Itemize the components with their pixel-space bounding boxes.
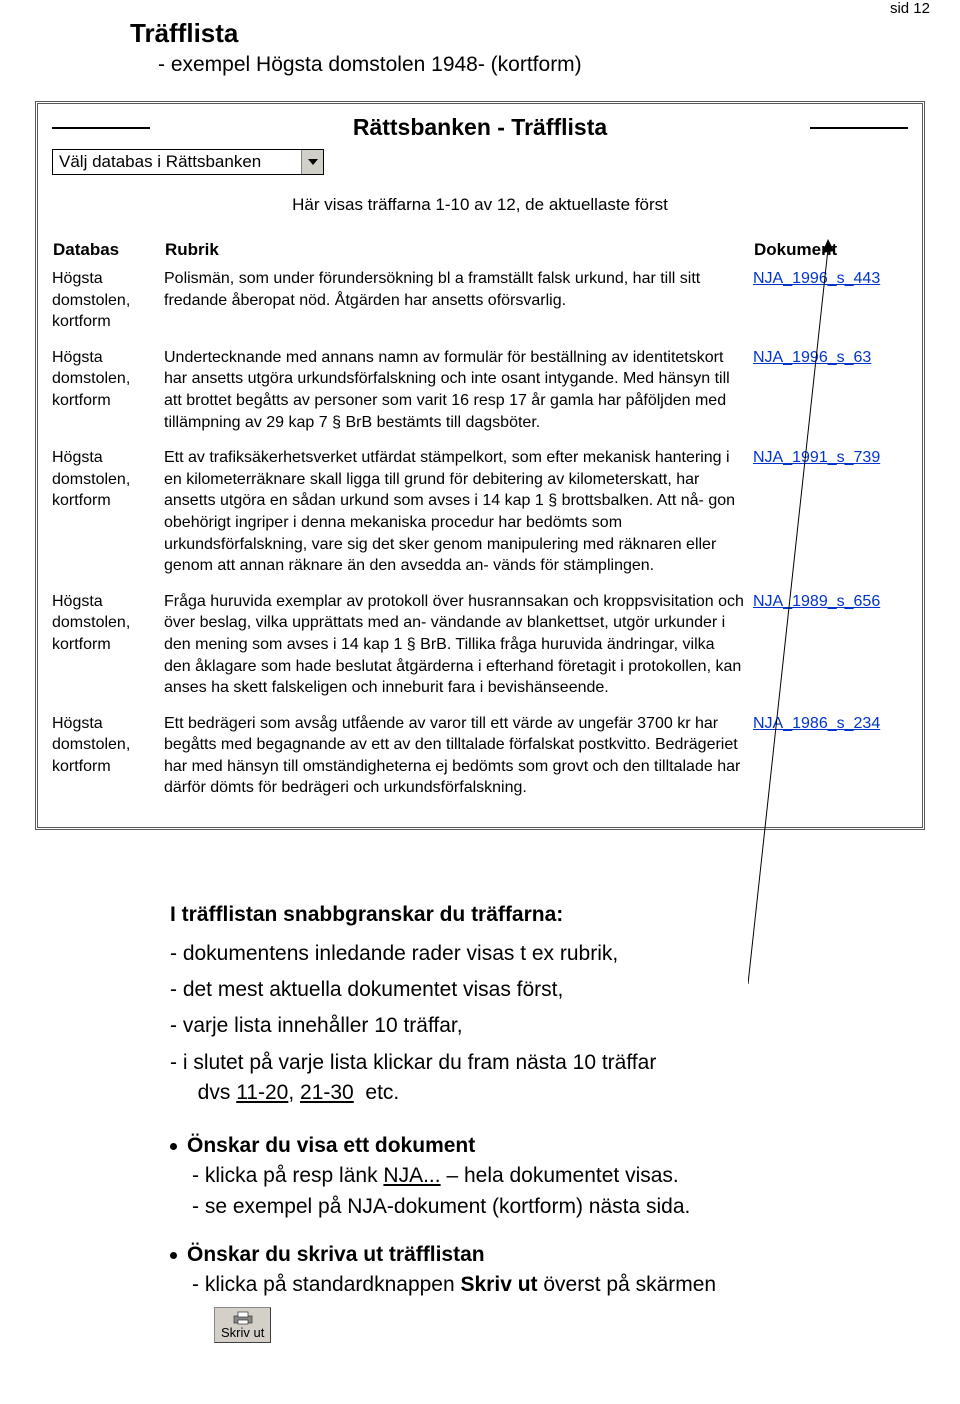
cell-rubrik: Ett bedrägeri som avsåg utfående av varo… [164, 709, 753, 809]
bullet-head-view-doc: Önskar du visa ett dokument [187, 1134, 475, 1157]
cell-rubrik: Fråga huruvida exemplar av protokoll öve… [164, 587, 753, 709]
document-link[interactable]: NJA_1986_s_234 [753, 715, 880, 732]
dash-item: det mest aktuella dokumentet visas först… [170, 975, 860, 1005]
results-count: Här visas träffarna 1-10 av 12, de aktue… [52, 195, 908, 215]
bullet-head-print: Önskar du skriva ut träfflistan [187, 1243, 485, 1266]
cell-dokument: NJA_1989_s_656 [753, 587, 908, 709]
cell-dokument: NJA_1996_s_63 [753, 343, 908, 443]
b1-line2: - se exempel på NJA-dokument (kortform) … [192, 1192, 860, 1222]
document-link[interactable]: NJA_1996_s_443 [753, 270, 880, 287]
table-row: Högsta domstolen, kortformEtt bedrägeri … [52, 709, 908, 809]
document-link[interactable]: NJA_1996_s_63 [753, 349, 871, 366]
table-row: Högsta domstolen, kortformEtt av trafiks… [52, 443, 908, 587]
col-rubrik: Rubrik [164, 239, 753, 264]
b2-line1a: - klicka på standardknappen [192, 1273, 461, 1296]
dash-suffix: etc. [354, 1081, 400, 1104]
document-link[interactable]: NJA_1989_s_656 [753, 593, 880, 610]
b2-bold: Skriv ut [461, 1273, 538, 1296]
print-button-label: Skriv ut [221, 1325, 264, 1340]
cell-dokument: NJA_1991_s_739 [753, 443, 908, 587]
table-row: Högsta domstolen, kortformUndertecknande… [52, 343, 908, 443]
nja-link[interactable]: NJA... [383, 1164, 440, 1187]
cell-rubrik: Polismän, som under förundersökning bl a… [164, 264, 753, 343]
dash-item: dokumentens inledande rader visas t ex r… [170, 939, 860, 969]
b1-line1b: – hela dokumentet visas. [441, 1164, 679, 1187]
cell-databas: Högsta domstolen, kortform [52, 343, 164, 443]
document-link[interactable]: NJA_1991_s_739 [753, 449, 880, 466]
dash-item: varje lista innehåller 10 träffar, [170, 1011, 860, 1041]
dash-list: dokumentens inledande rader visas t ex r… [170, 939, 860, 1109]
b2-line1b: överst på skärmen [538, 1273, 717, 1296]
dash-item: i slutet på varje lista klickar du fram … [170, 1048, 860, 1109]
col-dokument: Dokument [753, 239, 908, 264]
cell-databas: Högsta domstolen, kortform [52, 709, 164, 809]
cell-databas: Högsta domstolen, kortform [52, 443, 164, 587]
table-row: Högsta domstolen, kortformPolismän, som … [52, 264, 908, 343]
cell-databas: Högsta domstolen, kortform [52, 587, 164, 709]
range-link-11-20[interactable]: 11-20 [236, 1081, 288, 1104]
database-select-value: Välj databas i Rättsbanken [53, 150, 301, 174]
dash-sep: , [288, 1081, 300, 1104]
cell-rubrik: Undertecknande med annans namn av formul… [164, 343, 753, 443]
page-title: Träfflista [130, 18, 890, 49]
results-table: Databas Rubrik Dokument Högsta domstolen… [52, 239, 908, 809]
range-link-21-30[interactable]: 21-30 [300, 1081, 354, 1104]
print-button[interactable]: Skriv ut [214, 1307, 271, 1343]
chevron-down-icon [301, 150, 323, 174]
cell-dokument: NJA_1996_s_443 [753, 264, 908, 343]
b1-line1a: - klicka på resp länk [192, 1164, 383, 1187]
col-databas: Databas [52, 239, 164, 264]
page-number: sid 12 [890, 0, 930, 17]
database-select[interactable]: Välj databas i Rättsbanken [52, 149, 324, 175]
table-row: Högsta domstolen, kortformFråga huruvida… [52, 587, 908, 709]
cell-dokument: NJA_1986_s_234 [753, 709, 908, 809]
bullet-icon [170, 1143, 177, 1150]
panel-heading: Rättsbanken - Träfflista [150, 114, 810, 141]
lower-heading: I träfflistan snabbgranskar du träffarna… [170, 900, 860, 930]
results-panel: Rättsbanken - Träfflista Välj databas i … [35, 101, 925, 830]
rule-left [52, 127, 150, 129]
bullet-icon [170, 1252, 177, 1259]
cell-databas: Högsta domstolen, kortform [52, 264, 164, 343]
cell-rubrik: Ett av trafiksäkerhetsverket utfärdat st… [164, 443, 753, 587]
printer-icon [232, 1311, 254, 1325]
rule-right [810, 127, 908, 129]
page-subtitle: - exempel Högsta domstolen 1948- (kortfo… [158, 53, 890, 77]
